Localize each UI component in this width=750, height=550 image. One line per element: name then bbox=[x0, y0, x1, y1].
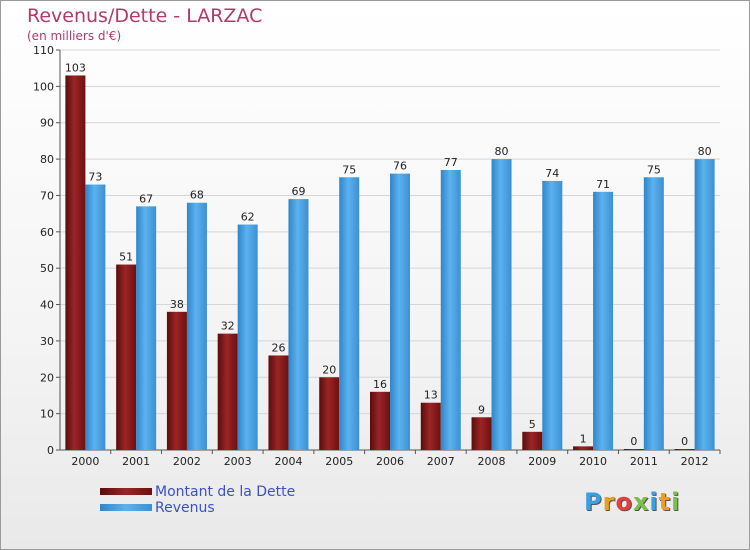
bar-debt-2003 bbox=[217, 333, 238, 450]
xtick-label-2001: 2001 bbox=[122, 455, 150, 468]
ytick-label-30: 30 bbox=[40, 335, 54, 348]
value-label-revenus-2012: 80 bbox=[698, 145, 712, 158]
xtick-label-2002: 2002 bbox=[173, 455, 201, 468]
bar-debt-2006 bbox=[370, 391, 390, 450]
bar-debt-2009 bbox=[522, 431, 543, 450]
bar-debt-2002 bbox=[166, 311, 187, 450]
bar-revenus-2002 bbox=[186, 202, 207, 450]
bar-debt-2007 bbox=[420, 402, 441, 450]
xtick-label-2008: 2008 bbox=[478, 455, 506, 468]
ytick-label-90: 90 bbox=[40, 117, 54, 130]
logo-letter: r bbox=[602, 488, 616, 516]
ytick-label-100: 100 bbox=[33, 80, 54, 93]
value-label-revenus-2003: 62 bbox=[241, 211, 255, 224]
ytick-label-40: 40 bbox=[40, 299, 54, 312]
bar-revenus-2000 bbox=[85, 184, 106, 450]
value-label-debt-2003: 32 bbox=[221, 320, 235, 333]
chart-title: Revenus/Dette - LARZAC bbox=[27, 5, 263, 27]
xtick-label-2005: 2005 bbox=[325, 455, 353, 468]
logo-letter: i bbox=[649, 488, 659, 516]
ytick-label-20: 20 bbox=[40, 371, 54, 384]
chart-subtitle: (en milliers d'€) bbox=[27, 29, 122, 43]
value-label-revenus-2001: 67 bbox=[139, 192, 153, 205]
xtick-label-2000: 2000 bbox=[71, 455, 99, 468]
value-label-debt-2012: 0 bbox=[681, 435, 688, 448]
value-label-revenus-2010: 71 bbox=[596, 178, 610, 191]
bar-revenus-2001 bbox=[136, 206, 157, 450]
xtick-label-2012: 2012 bbox=[681, 455, 709, 468]
value-label-revenus-2005: 75 bbox=[342, 163, 356, 176]
value-label-debt-2006: 16 bbox=[373, 378, 387, 391]
xtick-label-2007: 2007 bbox=[427, 455, 455, 468]
ytick-label-0: 0 bbox=[47, 444, 54, 457]
value-label-revenus-2008: 80 bbox=[495, 145, 509, 158]
legend-label-revenus: Revenus bbox=[155, 500, 215, 516]
bar-revenus-2003 bbox=[237, 224, 258, 450]
bar-debt-2001 bbox=[116, 264, 137, 450]
legend-swatch-debt bbox=[100, 488, 152, 495]
value-label-revenus-2011: 75 bbox=[647, 163, 661, 176]
bar-revenus-2005 bbox=[339, 177, 360, 451]
logo-letter: i bbox=[671, 488, 681, 516]
value-label-revenus-2000: 73 bbox=[88, 171, 102, 184]
xtick-label-2003: 2003 bbox=[224, 455, 252, 468]
value-label-revenus-2007: 77 bbox=[444, 156, 458, 169]
bar-debt-2005 bbox=[319, 377, 340, 450]
logo-letter: x bbox=[632, 488, 650, 516]
bar-debt-2012 bbox=[674, 449, 695, 450]
value-label-debt-2000: 103 bbox=[65, 61, 86, 74]
bar-revenus-2009 bbox=[542, 180, 563, 450]
legend-swatch-revenus bbox=[100, 504, 152, 511]
bar-revenus-2007 bbox=[440, 170, 461, 450]
ytick-label-50: 50 bbox=[40, 262, 54, 275]
ytick-label-80: 80 bbox=[40, 153, 54, 166]
value-label-debt-2007: 13 bbox=[424, 389, 438, 402]
bar-revenus-2004 bbox=[288, 199, 309, 450]
value-label-debt-2001: 51 bbox=[119, 251, 133, 264]
bar-debt-2008 bbox=[471, 417, 492, 450]
bar-revenus-2012 bbox=[694, 159, 715, 450]
bar-revenus-2011 bbox=[643, 177, 664, 451]
logo-letter: o bbox=[615, 488, 633, 516]
bar-revenus-2008 bbox=[491, 159, 512, 450]
proxiti-logo: Proxiti bbox=[584, 488, 680, 516]
value-label-debt-2010: 1 bbox=[580, 432, 587, 445]
value-label-debt-2008: 9 bbox=[478, 403, 485, 416]
xtick-label-2009: 2009 bbox=[528, 455, 556, 468]
value-label-debt-2005: 20 bbox=[322, 363, 336, 376]
value-label-debt-2009: 5 bbox=[529, 418, 536, 431]
legend-label-debt: Montant de la Dette bbox=[155, 484, 296, 500]
logo-letter: P bbox=[584, 488, 603, 516]
ytick-label-10: 10 bbox=[40, 408, 54, 421]
bar-debt-2010 bbox=[573, 446, 594, 450]
value-label-revenus-2004: 69 bbox=[291, 185, 305, 198]
bar-debt-2004 bbox=[268, 355, 289, 450]
value-label-debt-2004: 26 bbox=[271, 341, 285, 354]
xtick-label-2011: 2011 bbox=[630, 455, 658, 468]
ytick-label-60: 60 bbox=[40, 226, 54, 239]
bar-debt-2000 bbox=[65, 75, 86, 451]
bar-revenus-2006 bbox=[390, 173, 410, 451]
xtick-label-2006: 2006 bbox=[376, 455, 404, 468]
xtick-label-2010: 2010 bbox=[579, 455, 607, 468]
bar-debt-2011 bbox=[623, 449, 644, 450]
logo-letter: t bbox=[658, 488, 672, 516]
ytick-label-70: 70 bbox=[40, 189, 54, 202]
value-label-debt-2011: 0 bbox=[630, 435, 637, 448]
value-label-revenus-2009: 74 bbox=[545, 167, 559, 180]
bar-revenus-2010 bbox=[593, 191, 614, 450]
ytick-label-110: 110 bbox=[33, 44, 54, 57]
value-label-revenus-2002: 68 bbox=[190, 189, 204, 202]
value-label-revenus-2006: 76 bbox=[393, 160, 407, 173]
value-label-debt-2002: 38 bbox=[170, 298, 184, 311]
xtick-label-2004: 2004 bbox=[274, 455, 302, 468]
